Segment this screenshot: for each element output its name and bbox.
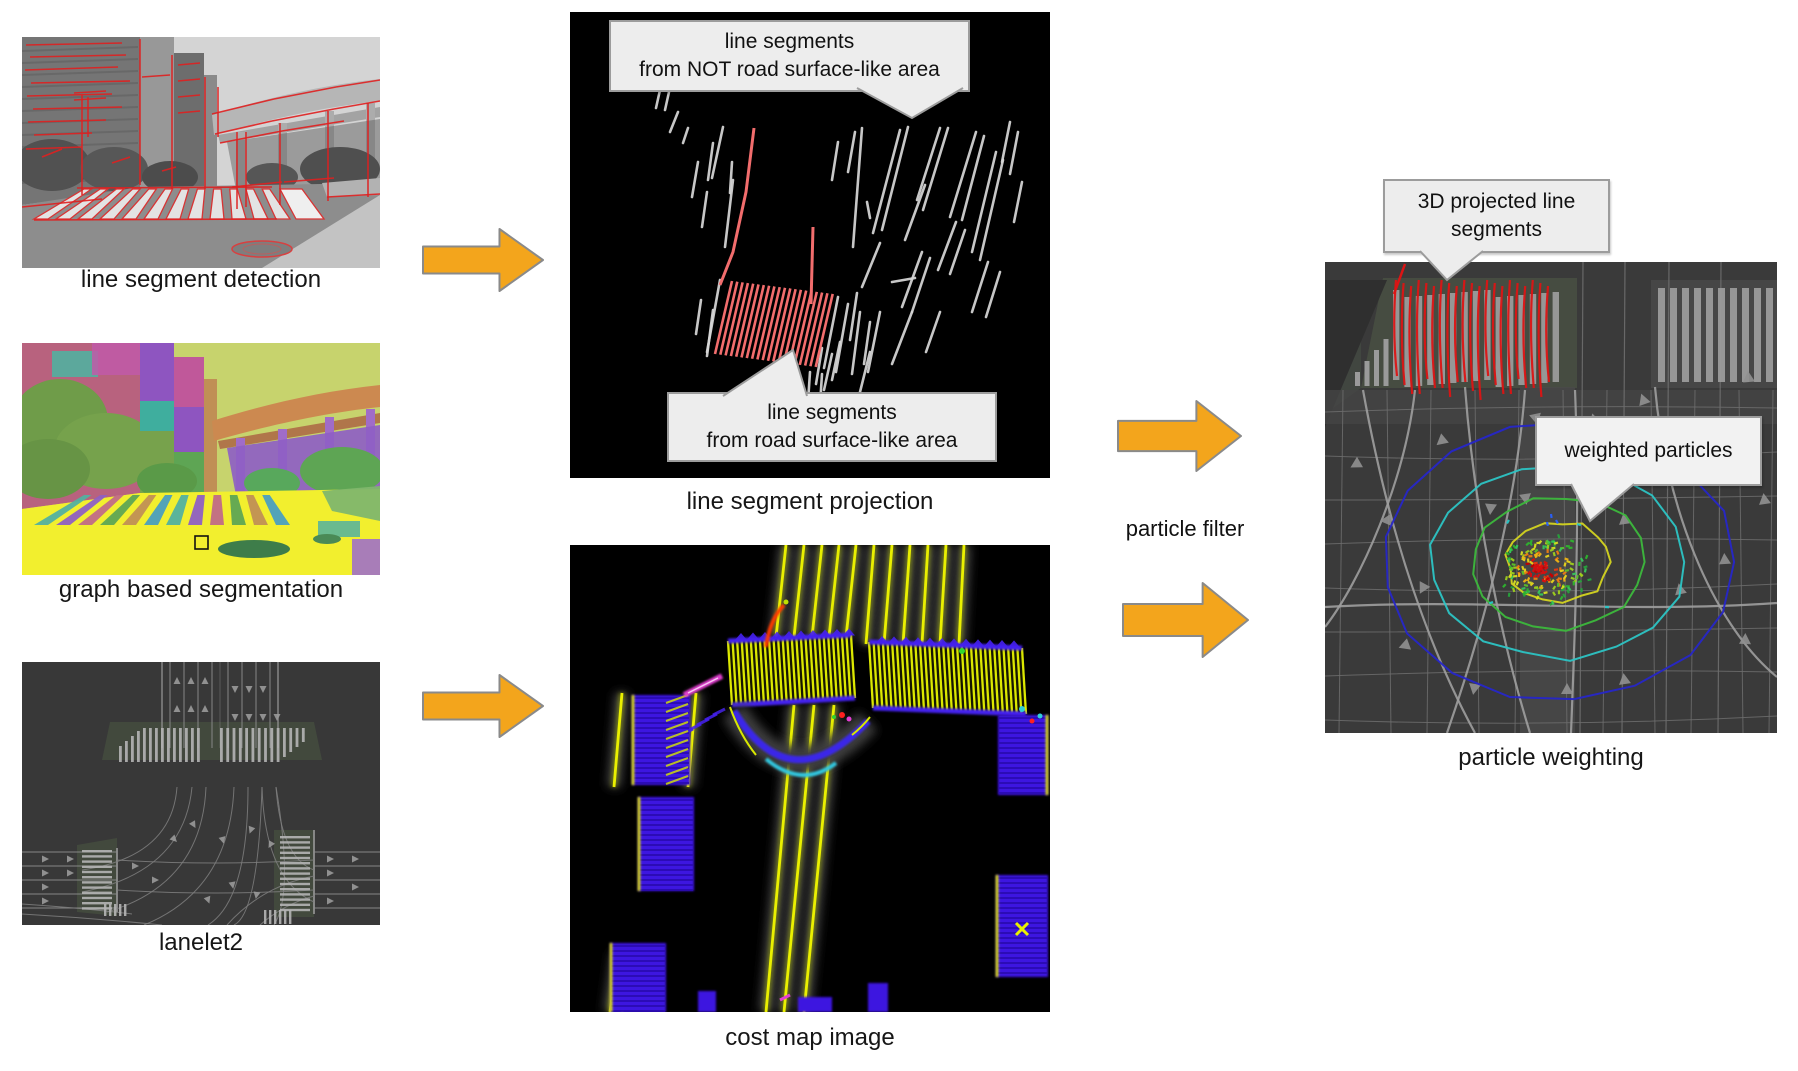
callout-line: line segments [724, 30, 855, 54]
segmented-manhole [218, 540, 290, 558]
segmented-road [22, 489, 380, 575]
projection-label: line segment projection [686, 488, 934, 515]
callout-line: segments [1450, 218, 1543, 241]
particle-weighting-image [1325, 262, 1777, 733]
callout-line: weighted particles [1564, 439, 1733, 463]
crosswalk-bars [31, 188, 292, 220]
line-segment-detection-image [22, 37, 380, 268]
segmented-crosswalk-bars [34, 495, 290, 525]
arrow-detection-to-projection [422, 228, 544, 292]
detection-label: line segment detection [80, 266, 322, 293]
elevated-highway [212, 79, 380, 135]
callout-line: line segments [767, 401, 897, 425]
manhole [231, 240, 293, 258]
weighting-label: particle weighting [1458, 744, 1644, 771]
callout-line: from road surface-like area [706, 429, 958, 452]
detected-line-segments [22, 39, 380, 221]
graph-based-segmentation-image [22, 343, 380, 575]
particle-weighting-features [1325, 262, 1777, 733]
lanelet2-map-image [22, 662, 380, 925]
query-square [194, 535, 209, 550]
callout-road-segments: line segments from road surface-like are… [667, 392, 997, 462]
segmentation-label: graph based segmentation [58, 576, 344, 603]
callout-line: 3D projected line [1417, 190, 1576, 214]
arrow-projection-to-weighting [1117, 400, 1242, 472]
callout-3d-projected-lines: 3D projected line segments [1383, 179, 1610, 253]
arrow-lanelet2-to-costmap [422, 674, 544, 738]
callout-weighted-particles: weighted particles [1535, 416, 1762, 486]
lanelet2-label: lanelet2 [158, 929, 244, 956]
callout-weighted-pointer [1570, 483, 1635, 523]
cost-map-image [570, 545, 1050, 1012]
cost-map-features [603, 545, 1049, 1012]
arrow-costmap-to-weighting [1122, 582, 1249, 658]
callout-not-road-pointer [856, 87, 964, 120]
callout-road-pointer [722, 348, 808, 397]
particle-filter-label: particle filter [1125, 516, 1245, 541]
callout-line: from NOT road surface-like area [639, 58, 940, 81]
callout-not-road-segments: line segments from NOT road surface-like… [609, 20, 970, 92]
costmap-label: cost map image [725, 1024, 895, 1051]
callout-3d-projected-pointer [1419, 250, 1484, 282]
